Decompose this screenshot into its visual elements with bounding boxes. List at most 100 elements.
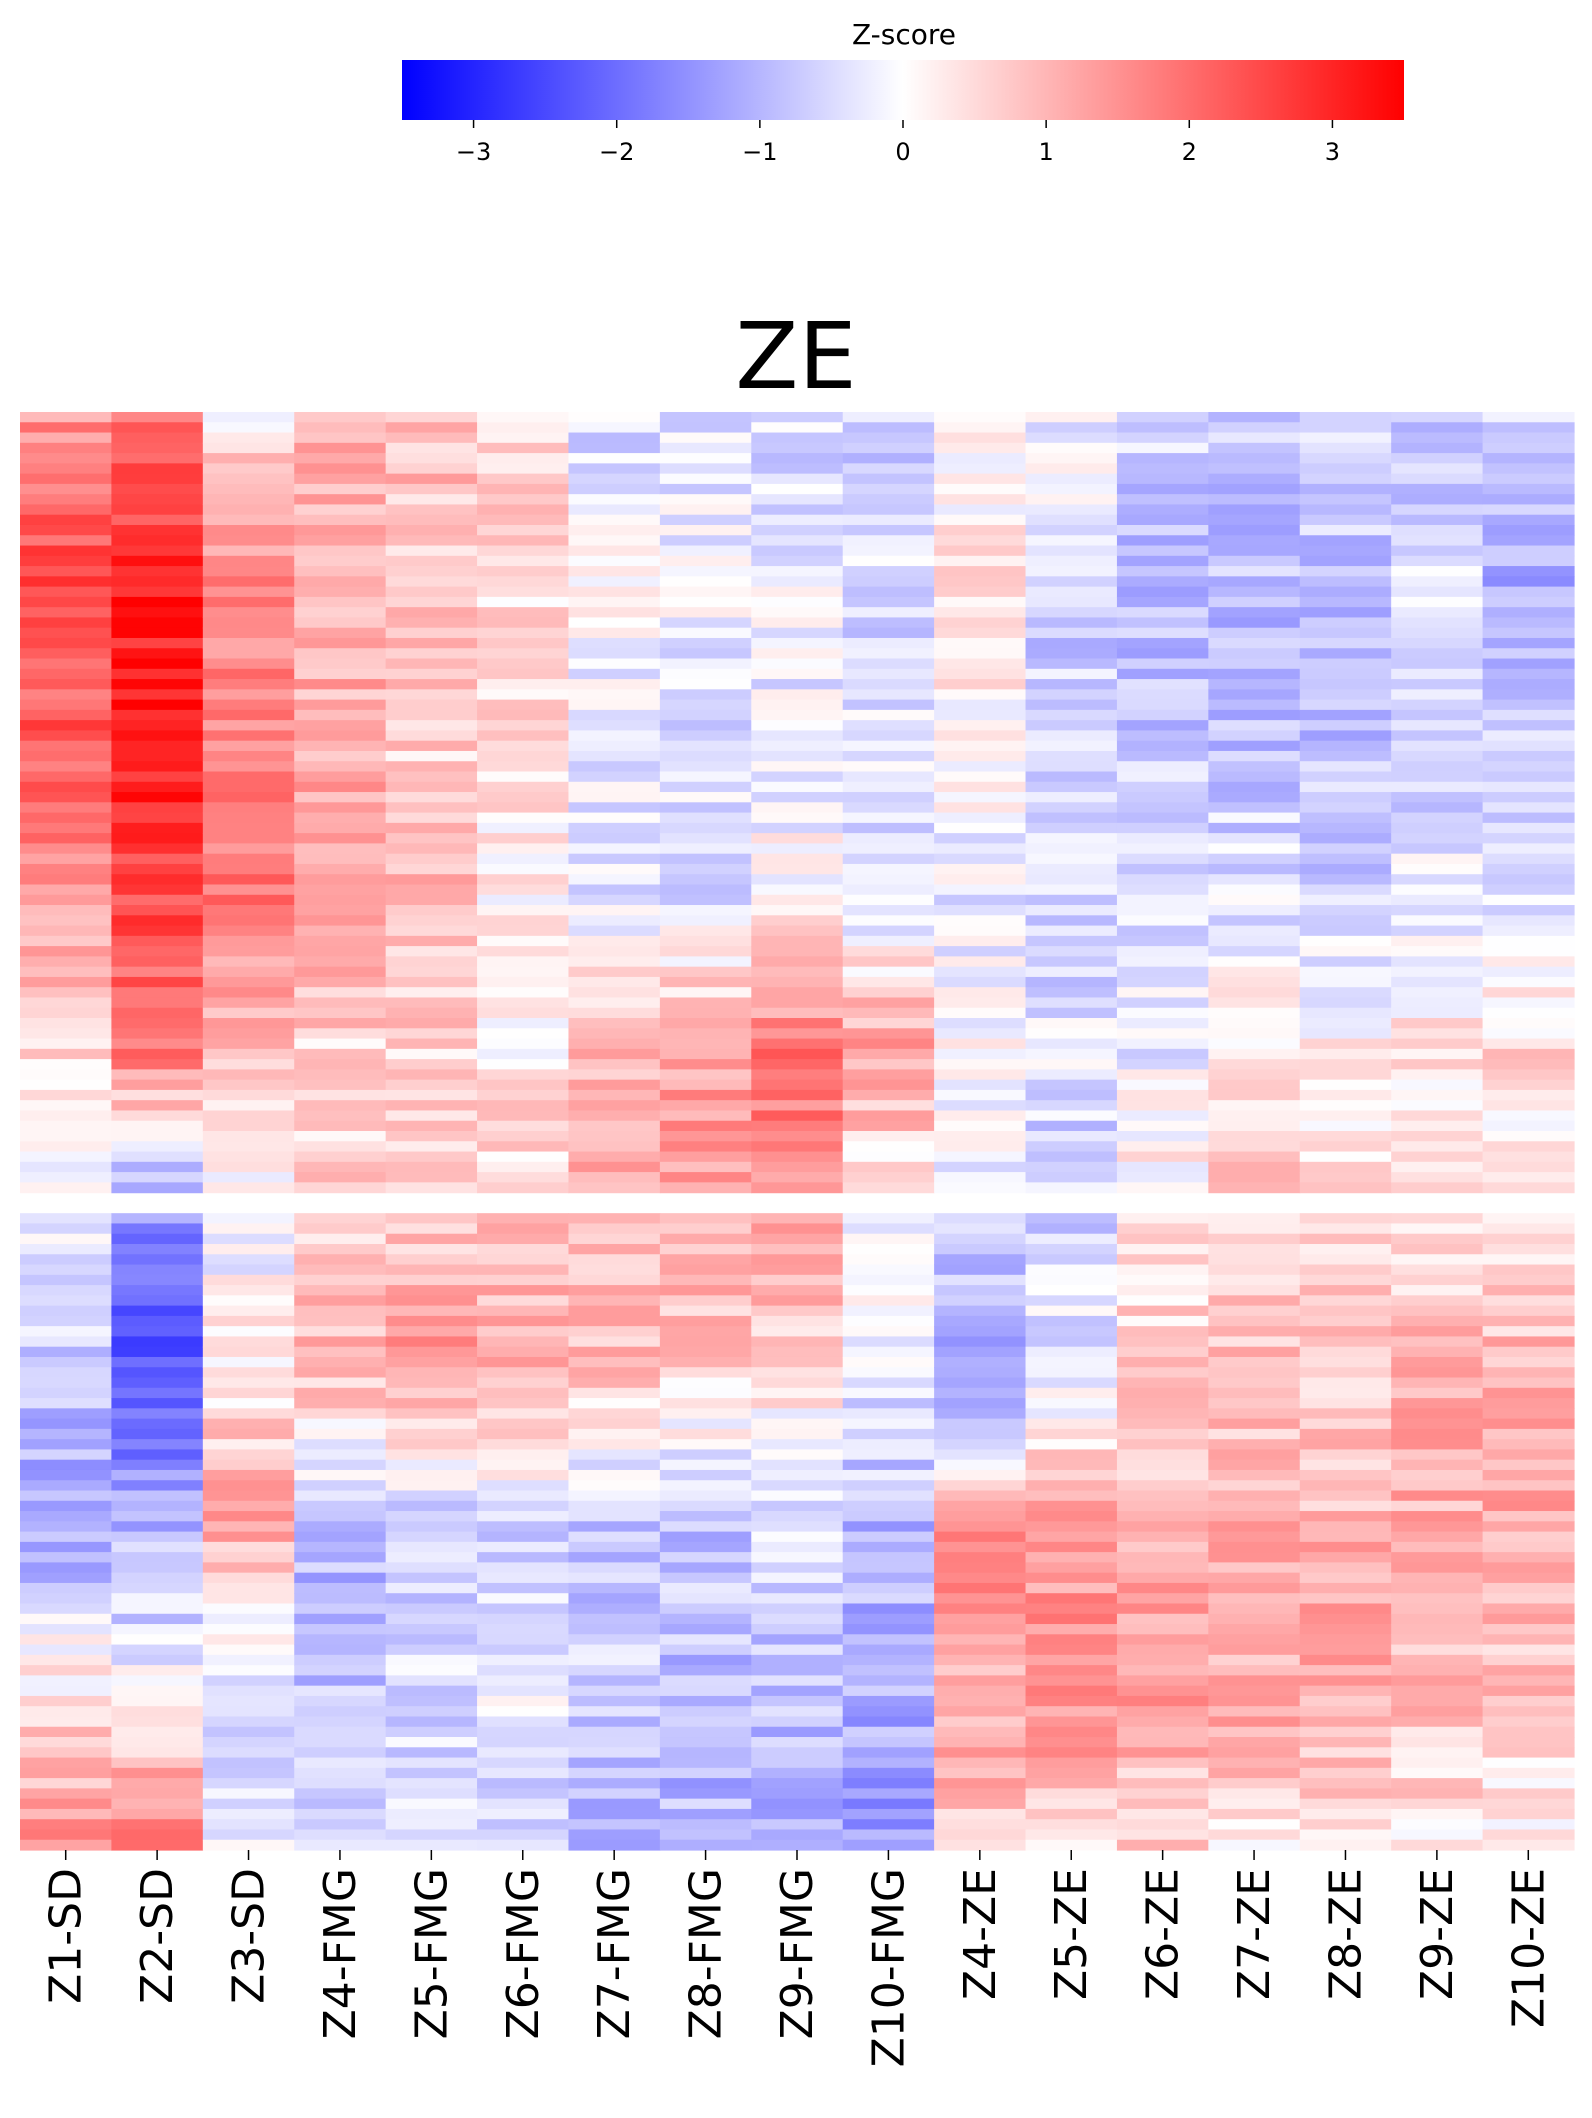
heatmap-cell	[1208, 1531, 1301, 1543]
x-tick-label: Z2-SD	[132, 1868, 183, 2004]
heatmap-cell	[1391, 812, 1484, 824]
heatmap-cell	[842, 689, 935, 701]
heatmap-cell	[385, 689, 478, 701]
heatmap-cell	[934, 442, 1027, 454]
heatmap-cell	[385, 576, 478, 588]
heatmap-cell	[751, 720, 844, 732]
heatmap-cell	[1025, 956, 1118, 968]
heatmap-cell	[1208, 740, 1301, 752]
heatmap-cell	[842, 1428, 935, 1440]
heatmap-cell	[934, 494, 1027, 506]
heatmap-cell	[659, 504, 752, 516]
heatmap-cell	[1025, 1172, 1118, 1183]
heatmap-cell	[1208, 1038, 1301, 1050]
heatmap-cell	[1482, 1110, 1575, 1122]
heatmap-cell	[1025, 1213, 1118, 1225]
heatmap-cell	[202, 689, 295, 701]
heatmap-cell	[1116, 535, 1209, 547]
heatmap-cell	[1116, 925, 1209, 937]
heatmap-cell	[202, 976, 295, 988]
heatmap-cell	[934, 1243, 1027, 1255]
heatmap-cell	[111, 843, 204, 855]
heatmap-cell	[385, 1572, 478, 1584]
heatmap-cell	[111, 987, 204, 999]
heatmap-cell	[751, 524, 844, 536]
heatmap-cell	[934, 607, 1027, 619]
heatmap-cell	[1116, 966, 1209, 978]
heatmap-cell	[294, 750, 387, 762]
heatmap-cell	[477, 1182, 570, 1194]
heatmap-cell	[111, 566, 204, 577]
heatmap-cell	[1208, 668, 1301, 680]
heatmap-cell	[568, 1428, 661, 1440]
heatmap-cell	[477, 1007, 570, 1019]
heatmap-cell	[1116, 976, 1209, 988]
heatmap-cell	[1025, 1408, 1118, 1420]
heatmap-cell	[294, 1018, 387, 1029]
heatmap-cell	[20, 1079, 113, 1091]
heatmap-cell	[842, 1213, 935, 1225]
heatmap-cell	[842, 966, 935, 978]
heatmap-cell	[751, 1089, 844, 1101]
heatmap-cell	[659, 1767, 752, 1779]
heatmap-cell	[934, 1839, 1027, 1851]
heatmap-cell	[842, 1007, 935, 1019]
heatmap-cell	[751, 483, 844, 495]
heatmap-cell	[111, 504, 204, 516]
heatmap-cell	[934, 1059, 1027, 1070]
heatmap-cell	[1299, 483, 1392, 495]
heatmap-cell	[1116, 1182, 1209, 1194]
heatmap-cell	[294, 1767, 387, 1779]
heatmap-cell	[568, 1315, 661, 1327]
heatmap-cell	[1208, 1675, 1301, 1687]
heatmap-cell	[1391, 1131, 1484, 1142]
heatmap-cell	[659, 1675, 752, 1687]
heatmap-cell	[1116, 843, 1209, 855]
heatmap-cell	[294, 1685, 387, 1697]
heatmap-cell	[1208, 637, 1301, 649]
heatmap-cell	[20, 1706, 113, 1718]
heatmap-cell	[1391, 545, 1484, 557]
heatmap-cell	[842, 1243, 935, 1255]
heatmap-cell	[294, 1552, 387, 1563]
heatmap-cell	[934, 463, 1027, 475]
heatmap-cell	[842, 1439, 935, 1451]
heatmap-cell	[659, 566, 752, 577]
heatmap-cell	[568, 1398, 661, 1409]
heatmap-cell	[1208, 1778, 1301, 1789]
heatmap-cell	[294, 1387, 387, 1399]
heatmap-cell	[934, 709, 1027, 721]
heatmap-cell	[477, 730, 570, 742]
heatmap-cell	[1208, 946, 1301, 957]
heatmap-cell	[1116, 1367, 1209, 1379]
heatmap-cell	[842, 1356, 935, 1368]
heatmap-cell	[294, 1243, 387, 1255]
heatmap-cell	[20, 1264, 113, 1276]
heatmap-cell	[385, 596, 478, 608]
heatmap-cell	[659, 524, 752, 536]
heatmap-cell	[1391, 524, 1484, 536]
heatmap-cell	[1116, 750, 1209, 762]
heatmap-cell	[20, 1767, 113, 1779]
heatmap-cell	[934, 822, 1027, 834]
heatmap-cell	[1208, 473, 1301, 485]
heatmap-cell	[1299, 1747, 1392, 1759]
heatmap-cell	[1025, 1500, 1118, 1512]
heatmap-cell	[477, 1747, 570, 1759]
heatmap-cell	[1025, 432, 1118, 444]
heatmap-cell	[568, 412, 661, 423]
heatmap-cell	[1482, 535, 1575, 547]
heatmap-cell	[842, 494, 935, 506]
heatmap-cell	[111, 1100, 204, 1112]
heatmap-cell	[1208, 689, 1301, 701]
heatmap-cell	[385, 1274, 478, 1286]
heatmap-cell	[1299, 874, 1392, 886]
heatmap-cell	[842, 1500, 935, 1512]
heatmap-cell	[294, 1624, 387, 1635]
heatmap-cell	[1025, 915, 1118, 927]
heatmap-cell	[659, 1808, 752, 1820]
heatmap-cell	[1116, 833, 1209, 844]
heatmap-cell	[20, 514, 113, 526]
heatmap-cell	[477, 915, 570, 927]
heatmap-cell	[568, 442, 661, 454]
